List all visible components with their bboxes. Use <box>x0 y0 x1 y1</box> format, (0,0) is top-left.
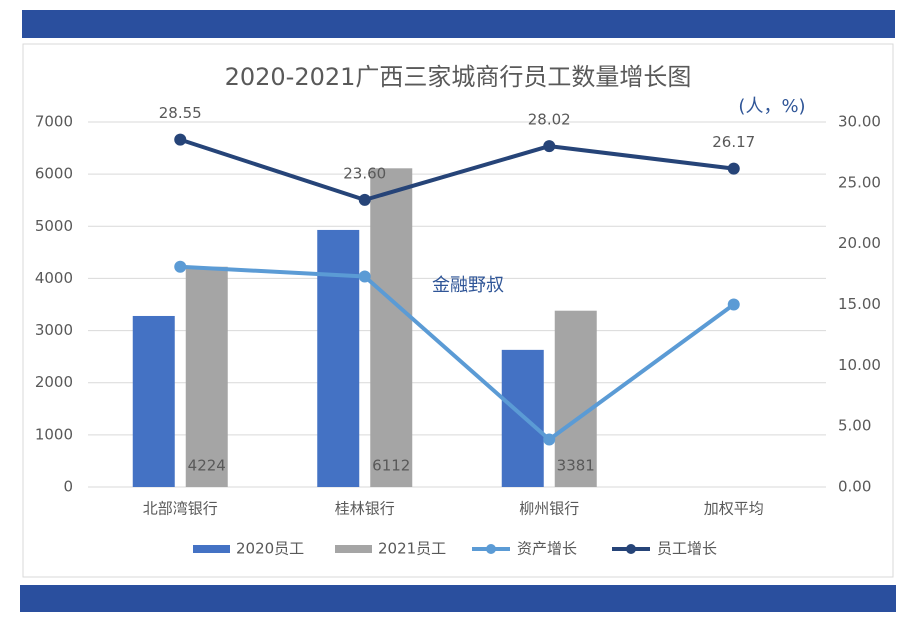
y2-tick-label: 30.00 <box>838 113 881 131</box>
bar-value-label: 3381 <box>557 457 595 475</box>
line-value-label: 28.55 <box>159 104 202 122</box>
legend-swatch <box>193 545 230 553</box>
legend-swatch <box>335 545 372 553</box>
chart-title: 2020-2021广西三家城商行员工数量增长图 <box>225 63 692 91</box>
y-tick-label: 6000 <box>35 165 73 183</box>
y-tick-label: 2000 <box>35 373 73 391</box>
legend-label: 员工增长 <box>657 540 717 558</box>
watermark: 金融野叔 <box>432 275 504 296</box>
chart-border <box>22 43 894 578</box>
bar <box>132 315 175 487</box>
line-marker <box>358 270 371 283</box>
legend-label: 资产增长 <box>517 540 577 558</box>
y2-tick-label: 10.00 <box>838 356 881 374</box>
y2-tick-label: 15.00 <box>838 295 881 313</box>
bar <box>317 229 360 487</box>
y2-tick-label: 0.00 <box>838 478 871 496</box>
line-marker <box>543 433 556 446</box>
bar-value-label: 4224 <box>188 457 226 475</box>
y-tick-label: 7000 <box>35 113 73 131</box>
bar-value-label: 6112 <box>372 457 410 475</box>
line-marker <box>727 298 740 311</box>
bar <box>370 168 413 487</box>
legend-marker <box>486 544 496 554</box>
legend-marker <box>626 544 636 554</box>
legend-label: 2020员工 <box>236 540 304 558</box>
line <box>179 137 734 202</box>
y2-tick-label: 20.00 <box>838 234 881 252</box>
line-marker <box>727 162 740 175</box>
y-tick-label: 0 <box>63 478 73 496</box>
y-tick-label: 5000 <box>35 217 73 235</box>
y-tick-label: 4000 <box>35 269 73 287</box>
y2-tick-label: 5.00 <box>838 417 871 435</box>
line-value-label: 26.17 <box>712 133 755 151</box>
legend-label: 2021员工 <box>378 540 446 558</box>
line-marker <box>174 260 187 273</box>
line-marker <box>543 140 556 153</box>
x-tick-label: 北部湾银行 <box>143 500 218 518</box>
x-tick-label: 柳州银行 <box>519 500 579 518</box>
x-tick-label: 桂林银行 <box>335 500 395 518</box>
line-value-label: 28.02 <box>528 111 571 129</box>
y-tick-label: 3000 <box>35 321 73 339</box>
x-tick-label: 加权平均 <box>704 500 764 518</box>
bar <box>185 266 228 487</box>
y-tick-label: 1000 <box>35 425 73 443</box>
top-band <box>22 10 895 38</box>
y2-tick-label: 25.00 <box>838 173 881 191</box>
bar <box>554 310 597 487</box>
line <box>180 264 735 442</box>
bottom-band <box>20 585 896 612</box>
line-value-label: 23.60 <box>343 164 386 182</box>
unit-label: (人，%) <box>738 96 805 117</box>
line-marker <box>174 133 187 146</box>
line-marker <box>358 193 371 206</box>
